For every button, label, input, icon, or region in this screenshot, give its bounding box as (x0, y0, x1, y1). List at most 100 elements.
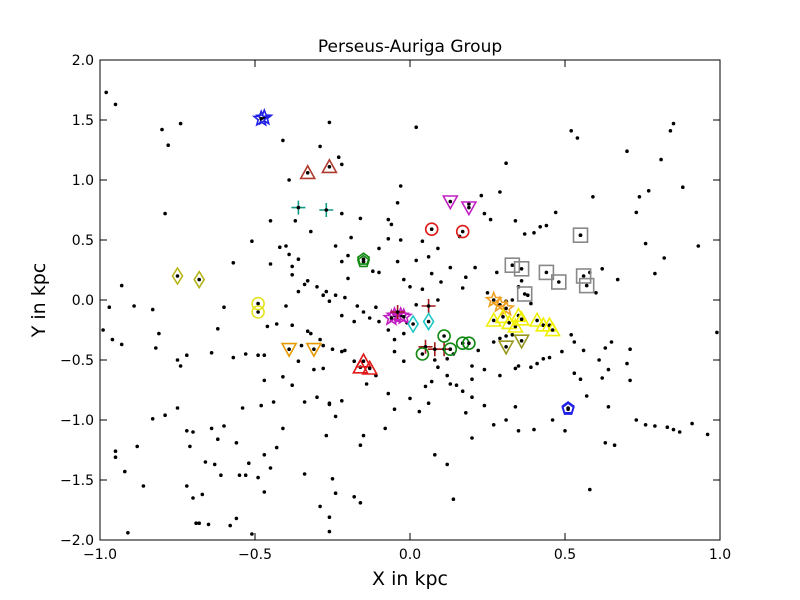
marker-triangle-up (361, 359, 379, 375)
data-point (222, 424, 226, 428)
data-point (352, 495, 357, 499)
data-point (491, 423, 496, 427)
data-point (402, 359, 406, 364)
data-point (309, 229, 313, 234)
data-point (510, 263, 515, 268)
x-tick-label: 0.0 (399, 547, 421, 563)
data-point (491, 318, 496, 323)
data-point (522, 232, 527, 236)
data-point (377, 319, 381, 324)
data-point (653, 271, 657, 276)
data-point (113, 102, 118, 107)
data-point (510, 333, 515, 337)
data-point (625, 149, 629, 153)
data-point (256, 310, 260, 314)
marker-triangle-down (280, 342, 298, 358)
data-point (271, 400, 276, 404)
data-point (578, 233, 583, 237)
data-point (361, 433, 366, 438)
data-point (442, 334, 446, 338)
data-point (550, 328, 555, 332)
data-point (433, 347, 437, 352)
data-point (426, 254, 431, 259)
marker-triangle-up (321, 158, 338, 174)
data-point (445, 373, 450, 378)
data-point (197, 277, 201, 282)
data-point (584, 283, 589, 288)
marker-square (513, 260, 530, 277)
data-point (231, 355, 236, 360)
marker-circle (424, 222, 439, 236)
y-tick-label: 0.0 (72, 293, 94, 309)
marker-square (504, 257, 521, 274)
data-point (581, 274, 586, 278)
data-point (185, 484, 189, 488)
marker-triangle-up (494, 308, 512, 324)
data-point (557, 280, 561, 284)
data-point (305, 329, 310, 334)
y-tick-label: 0.5 (72, 233, 94, 249)
data-point (569, 129, 573, 133)
data-point (209, 426, 214, 431)
data-point (529, 365, 533, 370)
y-axis-label: Y in kpc (28, 263, 50, 339)
data-point (491, 340, 496, 344)
data-point (588, 487, 592, 492)
data-point (572, 340, 577, 344)
data-point (398, 238, 403, 242)
data-point (107, 305, 112, 310)
data-point (597, 358, 601, 362)
data-point (318, 504, 322, 509)
data-point (321, 343, 326, 348)
marker-circle (415, 347, 430, 361)
data-point (209, 351, 214, 355)
data-point (268, 219, 273, 223)
markers-layer (171, 107, 595, 415)
y-tick-label: 2.0 (72, 53, 94, 69)
marker-triangle-down (497, 340, 515, 356)
data-point (178, 364, 183, 368)
data-point (594, 291, 598, 295)
data-point (433, 453, 437, 457)
data-point (488, 217, 493, 222)
marker-square (516, 286, 533, 302)
data-point (439, 280, 443, 284)
marker-square (572, 227, 589, 243)
data-point (705, 432, 710, 437)
data-point (414, 303, 419, 307)
data-point (340, 313, 344, 318)
data-point (330, 347, 335, 352)
data-point (302, 400, 307, 404)
data-point (119, 342, 124, 347)
data-point (426, 319, 431, 324)
data-point (578, 377, 583, 382)
data-point (510, 298, 515, 302)
data-point (420, 352, 425, 356)
data-point (575, 136, 580, 140)
marker-triangle-up (507, 317, 524, 333)
data-point (473, 265, 477, 270)
data-point (470, 395, 474, 400)
data-point (600, 267, 604, 271)
data-point (333, 244, 338, 248)
marker-triangle-up (355, 352, 372, 368)
data-point (544, 223, 549, 228)
data-point (389, 222, 394, 227)
data-point (696, 244, 701, 248)
data-point (398, 184, 403, 188)
data-point (408, 285, 412, 289)
data-point (420, 287, 425, 292)
data-point (600, 376, 604, 380)
data-point (513, 366, 518, 371)
data-point (185, 429, 189, 433)
x-tick-label: −1.0 (83, 547, 117, 563)
data-point (516, 429, 521, 433)
data-point (383, 426, 388, 431)
data-point (262, 378, 267, 383)
data-point (340, 162, 344, 167)
marker-diamond (422, 312, 435, 332)
data-point (671, 121, 676, 126)
data-point (163, 211, 167, 216)
data-point (522, 292, 527, 296)
